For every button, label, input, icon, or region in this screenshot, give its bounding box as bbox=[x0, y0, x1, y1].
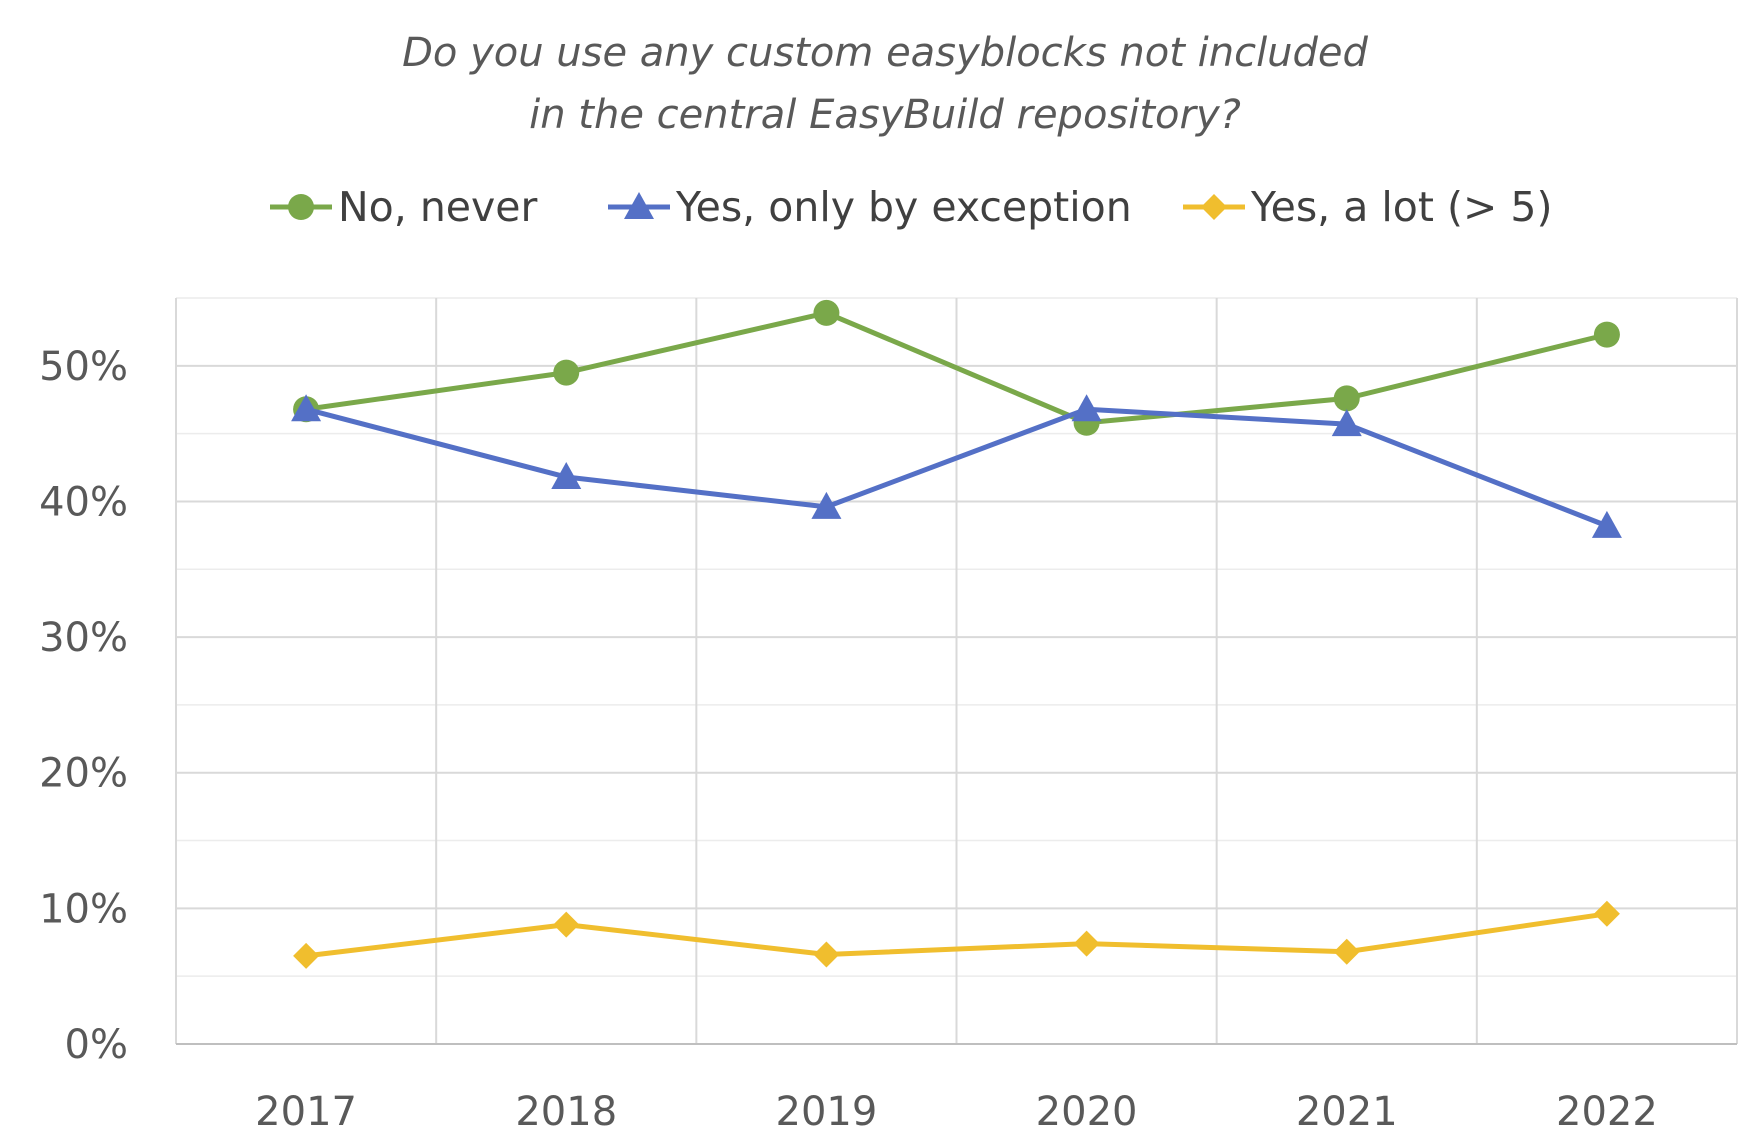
legend-marker bbox=[1201, 194, 1227, 220]
y-tick-label: 50% bbox=[39, 344, 128, 390]
y-tick-label: 40% bbox=[39, 479, 128, 525]
legend: No, never Yes, only by exception Yes, a lo… bbox=[270, 183, 1552, 231]
x-tick-label: 2019 bbox=[776, 1089, 878, 1135]
legend-marker bbox=[288, 194, 314, 220]
data-point bbox=[811, 491, 842, 519]
data-point bbox=[551, 462, 582, 490]
data-point bbox=[1591, 510, 1622, 538]
x-tick-label: 2017 bbox=[255, 1089, 357, 1135]
legend-item: Yes, a lot (> 5) bbox=[1183, 183, 1552, 231]
series bbox=[291, 299, 1622, 969]
chart-title-line: in the central EasyBuild repository? bbox=[529, 92, 1241, 138]
legend-item: Yes, only by exception bbox=[608, 183, 1132, 231]
legend-marker bbox=[624, 192, 654, 219]
series-group bbox=[293, 900, 1620, 969]
y-tick-label: 30% bbox=[39, 615, 128, 661]
data-point bbox=[1593, 321, 1620, 348]
legend-label: No, never bbox=[338, 183, 538, 231]
data-point bbox=[293, 942, 320, 969]
x-tick-label: 2020 bbox=[1036, 1089, 1138, 1135]
series-line bbox=[305, 911, 1608, 959]
legend-label: Yes, a lot (> 5) bbox=[1250, 183, 1552, 231]
y-tick-label: 0% bbox=[65, 1022, 128, 1068]
data-point bbox=[553, 359, 580, 386]
y-tick-label: 20% bbox=[39, 751, 128, 797]
data-point bbox=[1333, 385, 1360, 412]
legend-item: No, never bbox=[270, 183, 538, 231]
data-point bbox=[813, 941, 840, 968]
data-point bbox=[1331, 409, 1362, 437]
chart-title: Do you use any custom easyblocks not inc… bbox=[402, 30, 1368, 138]
x-tick-label: 2022 bbox=[1556, 1089, 1658, 1135]
data-point bbox=[1333, 938, 1360, 965]
x-tick-label: 2021 bbox=[1296, 1089, 1398, 1135]
chart-title-line: Do you use any custom easyblocks not inc… bbox=[402, 30, 1368, 76]
legend-label: Yes, only by exception bbox=[675, 183, 1132, 231]
series-line bbox=[305, 310, 1608, 426]
series-group bbox=[293, 299, 1620, 436]
axes: 0% 10% 20% 30% 40% 50% 2017 2018 2019 2020 2021 202… bbox=[39, 344, 1737, 1135]
series-line bbox=[305, 406, 1608, 529]
y-tick-label: 10% bbox=[39, 886, 128, 932]
data-point bbox=[1071, 394, 1102, 422]
data-point bbox=[553, 911, 580, 938]
grid bbox=[175, 297, 1738, 1044]
series-group bbox=[291, 394, 1622, 538]
data-point bbox=[1593, 900, 1620, 927]
data-point bbox=[291, 394, 322, 422]
data-point bbox=[1073, 930, 1100, 957]
data-point bbox=[813, 299, 840, 326]
x-tick-label: 2018 bbox=[515, 1089, 617, 1135]
